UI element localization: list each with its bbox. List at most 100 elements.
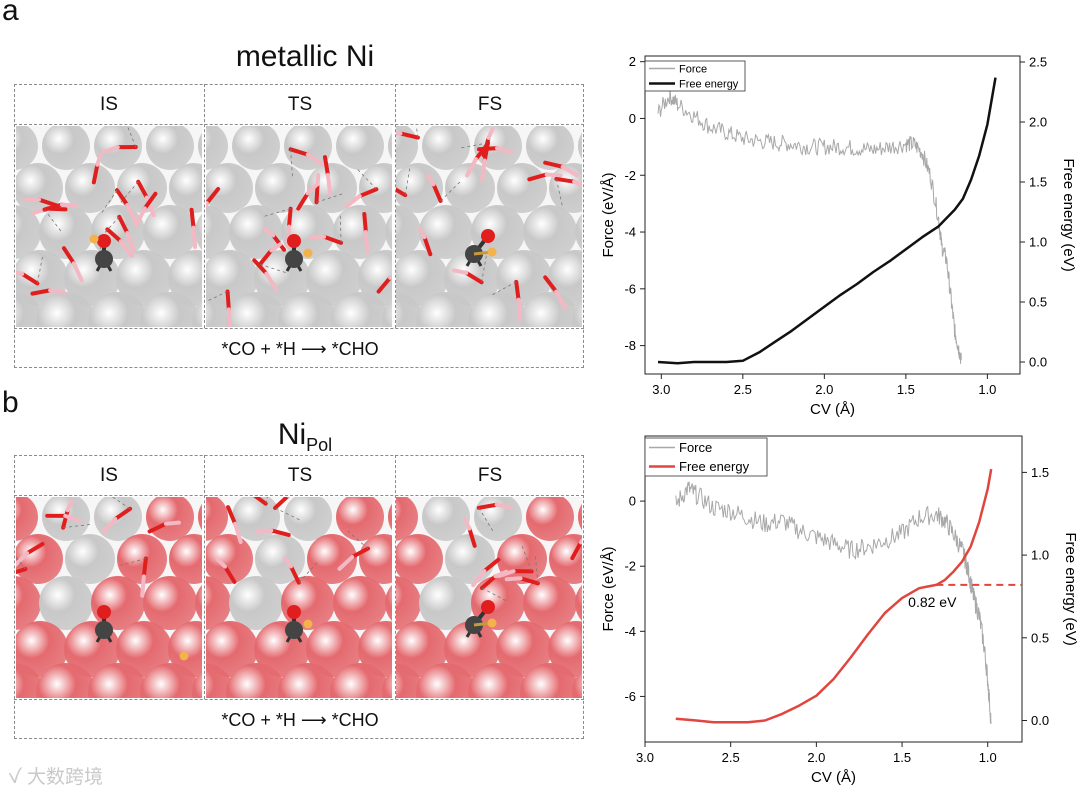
x-tick-label-0: 3.0 xyxy=(636,750,654,765)
y-right-tick-label-2: 0.5 xyxy=(1031,630,1049,645)
water-bond xyxy=(50,290,64,292)
water-bond xyxy=(516,282,518,300)
y-left-tick-label-4: -6 xyxy=(624,281,636,296)
panel-b-reaction: *CO + *H ⟶ *CHO xyxy=(150,710,450,731)
water-bond xyxy=(289,209,291,227)
x-tick-label-2: 2.0 xyxy=(815,382,833,397)
watermark-logo-icon: ꪚ xyxy=(8,766,21,788)
surface-atom xyxy=(203,534,253,584)
x-tick-label-3: 1.5 xyxy=(893,750,911,765)
x-tick-label-3: 1.5 xyxy=(897,382,915,397)
surface-atom xyxy=(445,534,495,584)
y-right-tick-label-3: 0.0 xyxy=(1031,713,1049,728)
panel-a-reaction: *CO + *H ⟶ *CHO xyxy=(150,339,450,360)
panel-a-structures xyxy=(14,126,584,327)
water-bond xyxy=(547,174,561,175)
x-tick-label-1: 2.5 xyxy=(734,382,752,397)
water-bond xyxy=(62,205,76,206)
water-bond xyxy=(228,291,229,309)
carbon-atom xyxy=(95,250,113,268)
panel-b-letter: b xyxy=(2,386,19,420)
y-left-tick-label-3: -4 xyxy=(624,225,636,240)
water-bond xyxy=(14,271,22,274)
surface-atom xyxy=(523,205,577,259)
surface-atom xyxy=(393,534,443,584)
water-bond xyxy=(507,578,521,579)
surface-atom xyxy=(203,163,253,213)
force-series-line xyxy=(658,89,961,364)
water-bond xyxy=(366,232,367,251)
y-right-tick-label-0: 1.5 xyxy=(1031,465,1049,480)
water-bond xyxy=(482,161,485,180)
panel-a-title: metallic Ni xyxy=(205,40,405,74)
panel-a-letter: a xyxy=(2,0,19,28)
water-bond xyxy=(166,523,179,524)
water-bond xyxy=(229,309,230,327)
x-axis-label: CV (Å) xyxy=(811,769,856,786)
y-right-tick-label-4: 0.5 xyxy=(1029,295,1047,310)
surface-atom xyxy=(229,205,283,259)
water-bond xyxy=(556,179,574,182)
surface-atom xyxy=(143,576,197,630)
oxygen-atom xyxy=(97,234,111,248)
legend-free-energy-label: Free energy xyxy=(679,459,750,474)
water-bond xyxy=(25,200,39,201)
panel-b-title-sub: Pol xyxy=(306,435,332,455)
surface-atom xyxy=(255,163,305,213)
x-tick-label-4: 1.0 xyxy=(979,750,997,765)
panel-a-header-line xyxy=(14,124,584,125)
adsorbed-hydrogen-atom xyxy=(90,235,99,244)
surface-atom xyxy=(229,576,283,630)
surface-atom xyxy=(91,576,145,630)
water-bond xyxy=(192,210,194,228)
water-bond xyxy=(194,228,196,247)
adsorbed-hydrogen-atom xyxy=(304,249,313,258)
adsorbed-hydrogen-atom xyxy=(180,652,189,661)
y-left-tick-label-2: -4 xyxy=(624,624,636,639)
surface-atom xyxy=(91,205,145,259)
y-left-tick-label-1: 0 xyxy=(629,111,636,126)
panel-b-header-line xyxy=(14,495,584,496)
y-left-axis-label: Force (eV/Å) xyxy=(600,172,617,257)
water-bond xyxy=(519,300,521,319)
water-bond xyxy=(142,576,144,595)
oxygen-atom xyxy=(97,605,111,619)
y-left-tick-label-5: -8 xyxy=(624,338,636,353)
y-right-tick-label-5: 0.0 xyxy=(1029,355,1047,370)
y-left-tick-label-1: -2 xyxy=(624,559,636,574)
carbon-atom xyxy=(95,621,113,639)
panel-a-footer-line xyxy=(14,328,584,329)
y-right-axis-label: Free energy (eV) xyxy=(1060,158,1077,271)
x-tick-label-0: 3.0 xyxy=(652,382,670,397)
panel-b-is-label: IS xyxy=(59,465,159,487)
y-left-tick-label-2: -2 xyxy=(624,168,636,183)
panel-a-is-label: IS xyxy=(59,94,159,116)
panel-b-title: NiPol xyxy=(230,418,380,456)
carbon-atom xyxy=(285,250,303,268)
surface-atom xyxy=(497,534,547,584)
adsorbed-hydrogen-atom xyxy=(304,620,313,629)
surface-atom xyxy=(523,576,577,630)
panel-b-title-main: Ni xyxy=(278,418,306,451)
water-bond xyxy=(144,559,146,577)
y-left-tick-label-0: 0 xyxy=(629,494,636,509)
watermark-text: ꪚ 大数跨境 xyxy=(8,758,103,798)
adsorbed-hydrogen-atom xyxy=(488,248,497,257)
oxygen-atom xyxy=(481,229,495,243)
x-tick-label-1: 2.5 xyxy=(722,750,740,765)
water-bond xyxy=(318,175,319,184)
surface-atom xyxy=(419,576,473,630)
watermark-label: 大数跨境 xyxy=(27,766,103,788)
adsorbed-hydrogen-atom xyxy=(488,619,497,628)
legend-force-label: Force xyxy=(679,440,712,455)
legend-force-label: Force xyxy=(679,63,707,75)
oxygen-atom xyxy=(287,234,301,248)
y-left-tick-label-0: 2 xyxy=(629,54,636,69)
panel-b-structures xyxy=(14,497,584,698)
water-bond xyxy=(497,505,511,508)
y-left-axis-label: Force (eV/Å) xyxy=(600,546,617,631)
legend-free-energy-label: Free energy xyxy=(679,78,739,90)
panel-b-ts-label: TS xyxy=(250,465,350,487)
water-bond xyxy=(454,270,466,273)
